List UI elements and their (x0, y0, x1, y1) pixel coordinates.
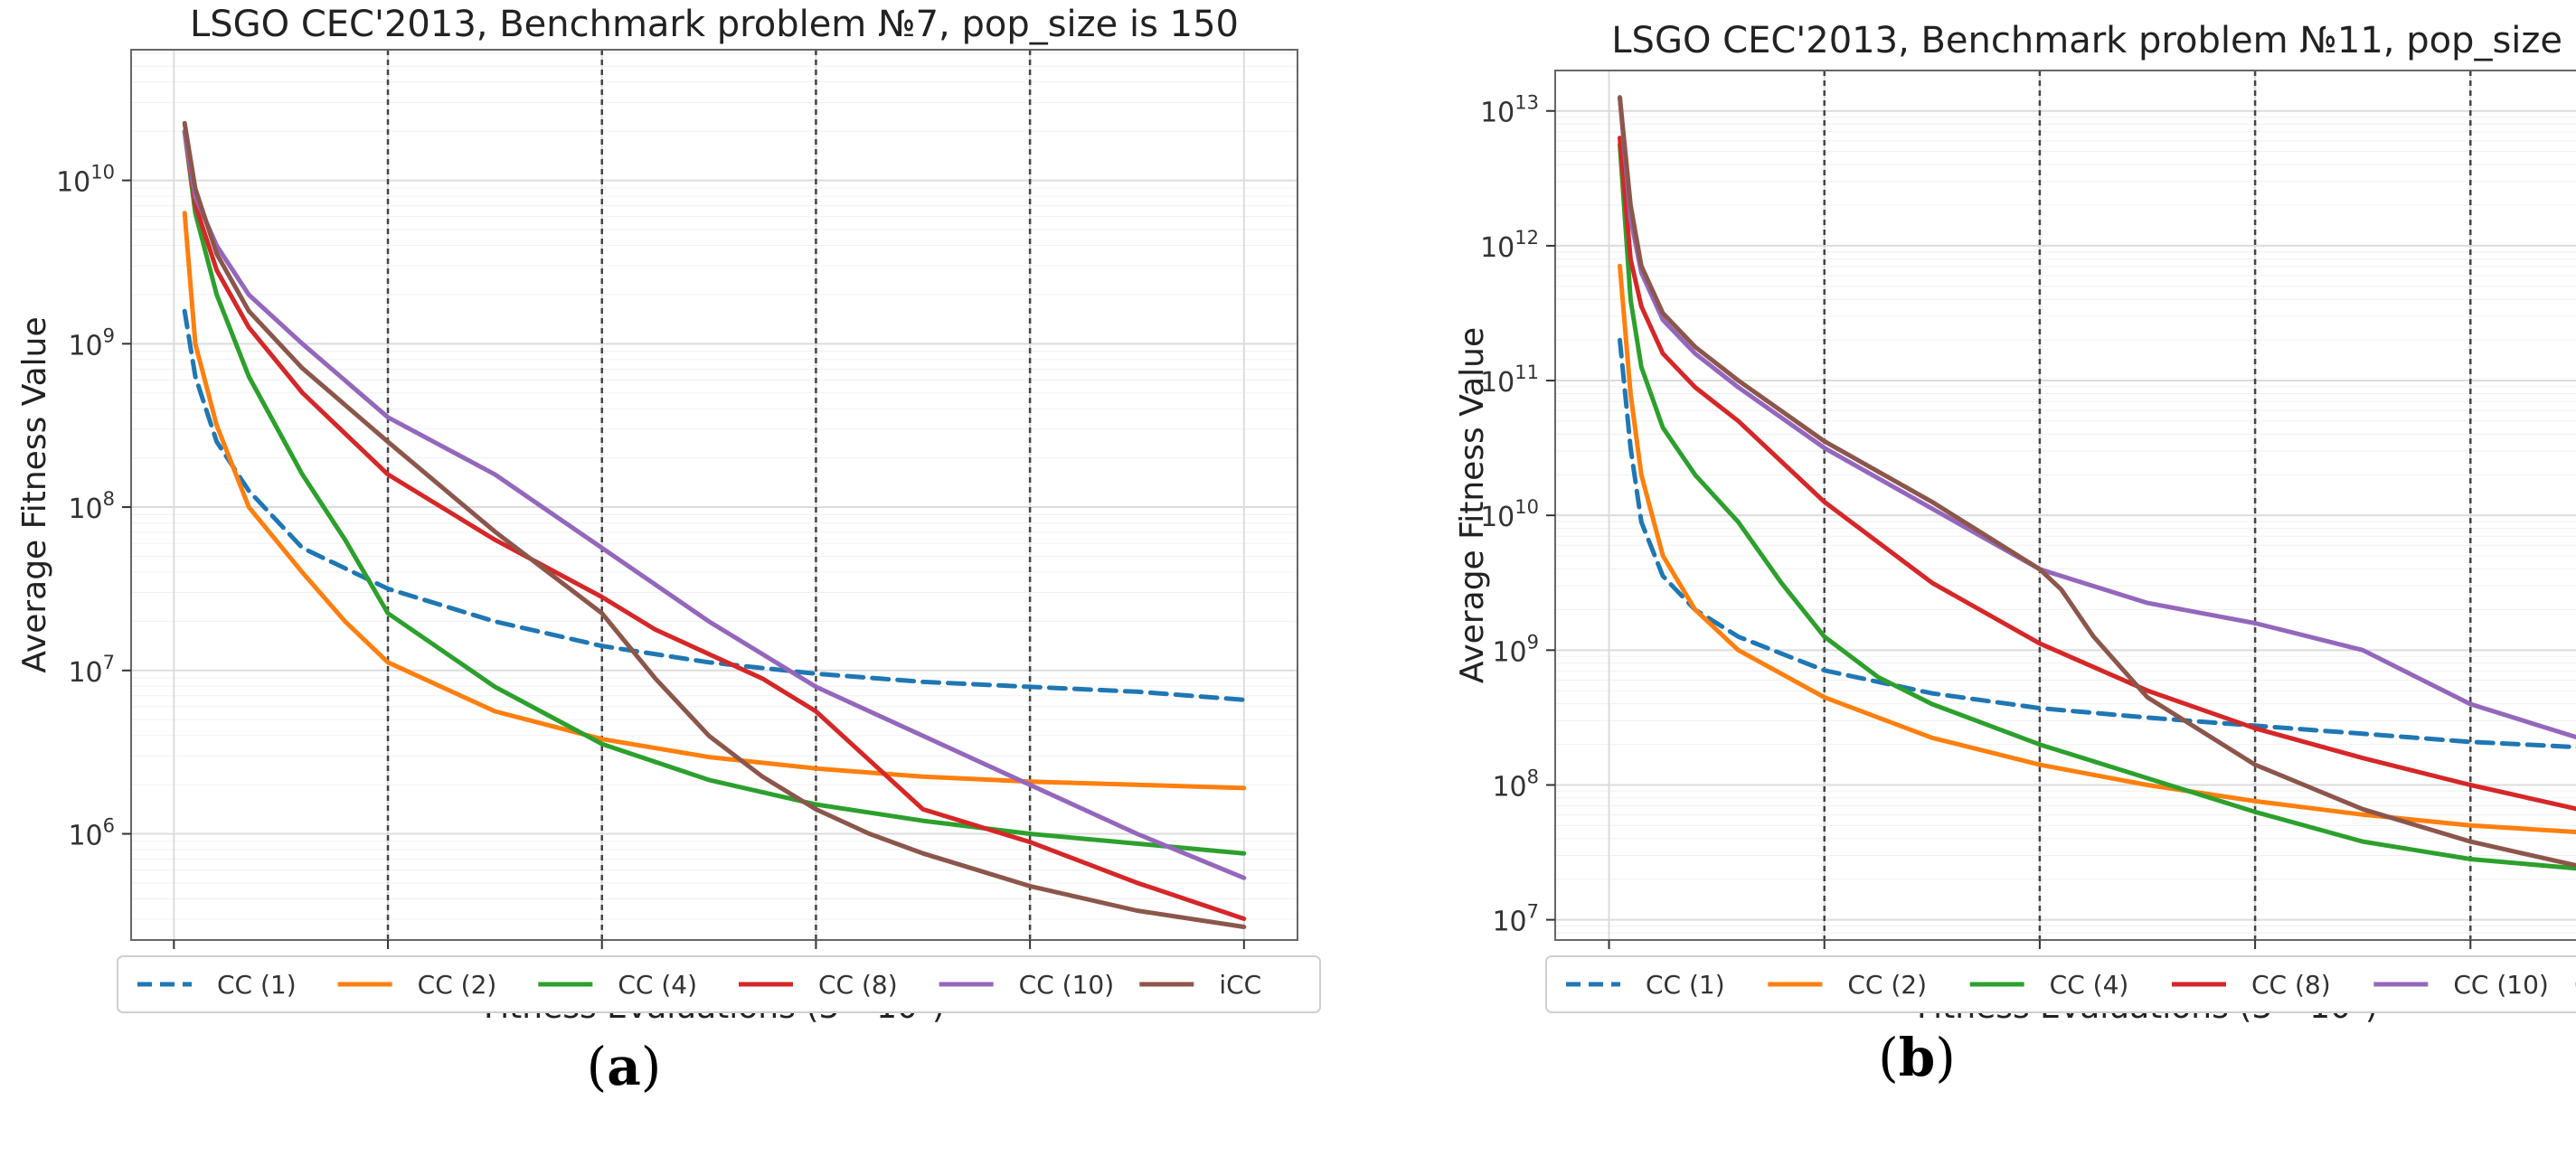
chart-a-y-tick-label: 109 (68, 324, 115, 362)
chart-b-y-tick-label: 108 (1492, 766, 1539, 803)
chart-b-y-tick-base: 10 (1480, 502, 1514, 533)
chart-b-y-tick-base: 10 (1492, 907, 1526, 938)
caption-b: (b) (1878, 1027, 1956, 1088)
chart-a-title: LSGO CEC'2013, Benchmark problem №7, pop… (190, 4, 1239, 45)
chart-b-series-line-0 (1618, 337, 2576, 750)
chart-b-plot-frame (1554, 70, 2576, 941)
chart-b-y-tick-exponent: 11 (1514, 362, 1539, 383)
chart-b-y-tick-exponent: 9 (1527, 631, 1539, 653)
chart-b-y-tick-base: 10 (1492, 771, 1526, 803)
chart-a-series-line-4 (182, 128, 1247, 880)
caption-a-letter: a (607, 1036, 641, 1097)
chart-b-y-tick-exponent: 13 (1514, 92, 1539, 114)
chart-b-y-tick-base: 10 (1480, 367, 1514, 399)
chart-a-y-tick-base: 10 (68, 657, 102, 689)
chart-a-legend-label-2: CC (4) (618, 970, 697, 1000)
chart-a-y-tick-base: 10 (68, 330, 102, 362)
chart-b-y-tick-base: 10 (1492, 636, 1526, 668)
chart-a-legend-label-0: CC (1) (217, 970, 297, 1000)
chart-a-y-tick-label: 107 (68, 652, 115, 689)
chart-b-y-tick-base: 10 (1480, 232, 1514, 264)
caption-b-letter: b (1899, 1027, 1936, 1088)
chart-b-y-tick-label: 1010 (1480, 496, 1539, 533)
chart-b-y-tick-label: 1011 (1480, 362, 1539, 399)
chart-a-series-line-5 (182, 120, 1247, 929)
chart-b-y-tick-exponent: 10 (1514, 496, 1539, 518)
chart-b-legend-label-2: CC (4) (2050, 970, 2129, 1000)
chart-b-y-tick-label: 1012 (1480, 227, 1539, 264)
chart-a-y-tick-label: 108 (68, 488, 115, 525)
chart-a-series-line-1 (182, 211, 1247, 791)
chart-b-y-tick-exponent: 7 (1527, 901, 1539, 923)
chart-b-y-axis-label: Average Fitness Value (1454, 327, 1491, 683)
chart-b-y-tick-label: 1013 (1480, 92, 1539, 129)
chart-a-y-tick-base: 10 (56, 167, 90, 199)
chart-b-plot-area (1555, 70, 2576, 940)
chart-b-series-line-1 (1618, 263, 2576, 835)
chart-b-series-line-5 (1618, 95, 2576, 869)
chart-b-y-tick-label: 107 (1492, 901, 1539, 938)
chart-a-plot-area (131, 50, 1297, 940)
chart-b-legend-label-3: CC (8) (2251, 970, 2331, 1000)
chart-b-legend-label-1: CC (2) (1847, 970, 1927, 1000)
chart-a-y-tick-base: 10 (68, 821, 102, 852)
chart-a-y-tick-label: 106 (68, 815, 115, 852)
chart-a-series-line-3 (182, 128, 1247, 921)
chart-b-title: LSGO CEC'2013, Benchmark problem №11, po… (1611, 20, 2576, 61)
chart-b-y-tick-exponent: 8 (1527, 766, 1539, 787)
chart-a-y-axis-label: Average Fitness Value (16, 316, 53, 672)
chart-panel-a: 0204060801001061071081091010LSGO CEC'201… (16, 4, 1321, 1026)
chart-b-y-tick-base: 10 (1480, 98, 1514, 129)
chart-a-plot-frame (130, 49, 1298, 941)
chart-a-y-tick-base: 10 (68, 494, 102, 525)
chart-b-series-line-2 (1618, 142, 2576, 871)
chart-a-y-tick-exponent: 8 (103, 488, 115, 510)
chart-a-legend-label-3: CC (8) (818, 970, 898, 1000)
chart-a-legend-box (117, 955, 1321, 1013)
chart-a-y-tick-label: 1010 (56, 162, 115, 199)
chart-a-series-line-0 (182, 308, 1247, 702)
chart-a-legend-label-1: CC (2) (418, 970, 497, 1000)
chart-panel-b: 0204060801001071081091010101110121013LSG… (1454, 20, 2576, 1026)
caption-a: (a) (587, 1036, 662, 1097)
chart-b-series-line-3 (1618, 136, 2576, 812)
chart-a-y-tick-exponent: 7 (103, 652, 115, 673)
chart-b-legend-label-0: CC (1) (1646, 970, 1725, 1000)
chart-a-y-tick-exponent: 9 (103, 324, 115, 346)
chart-b-legend-label-4: CC (10) (2453, 970, 2548, 1000)
chart-a-legend-label-4: CC (10) (1019, 970, 1114, 1000)
chart-b-y-tick-exponent: 12 (1514, 227, 1539, 249)
chart-b-series-line-4 (1618, 95, 2576, 740)
chart-a-y-tick-exponent: 10 (90, 162, 115, 183)
chart-a-legend-label-5: iCC (1219, 970, 1261, 1000)
chart-a-y-tick-exponent: 6 (103, 815, 115, 837)
chart-b-legend-box (1545, 955, 2576, 1013)
chart-b-y-tick-label: 109 (1492, 631, 1539, 668)
